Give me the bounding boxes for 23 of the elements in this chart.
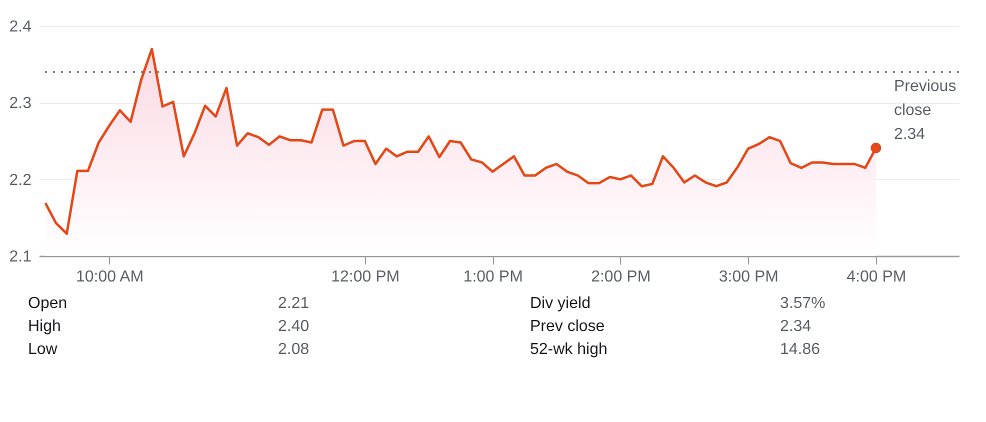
text: 14.86 <box>780 340 822 360</box>
text: Div yield <box>530 294 592 314</box>
ref-line-label: Previous close 2.34 <box>894 78 956 143</box>
text: High <box>28 317 62 337</box>
text: Prev close <box>530 317 606 337</box>
text: 2.21 <box>278 294 310 314</box>
x-tick-label: 2:00 PM <box>591 268 651 286</box>
y-tick-label: 2.1 <box>9 248 32 266</box>
text: 2.40 <box>278 317 310 337</box>
y-tick-label: 2.3 <box>9 95 32 112</box>
x-tick-label: 10:00 AM <box>76 268 144 286</box>
y-tick-label: 2.4 <box>9 18 32 36</box>
y-tick-label: 2.2 <box>9 172 32 189</box>
x-tick-label: 3:00 PM <box>718 268 778 286</box>
x-tick-label: 12:00 PM <box>331 268 400 286</box>
text: 3.57% <box>780 294 826 314</box>
text: Low <box>28 340 58 360</box>
text: 2.34 <box>780 317 812 337</box>
x-tick-label: 1:00 PM <box>463 268 523 286</box>
text: Open <box>28 294 68 314</box>
text: 2.08 <box>278 340 310 360</box>
x-tick-label: 4:00 PM <box>846 268 906 286</box>
text: 52-wk high <box>530 340 608 360</box>
